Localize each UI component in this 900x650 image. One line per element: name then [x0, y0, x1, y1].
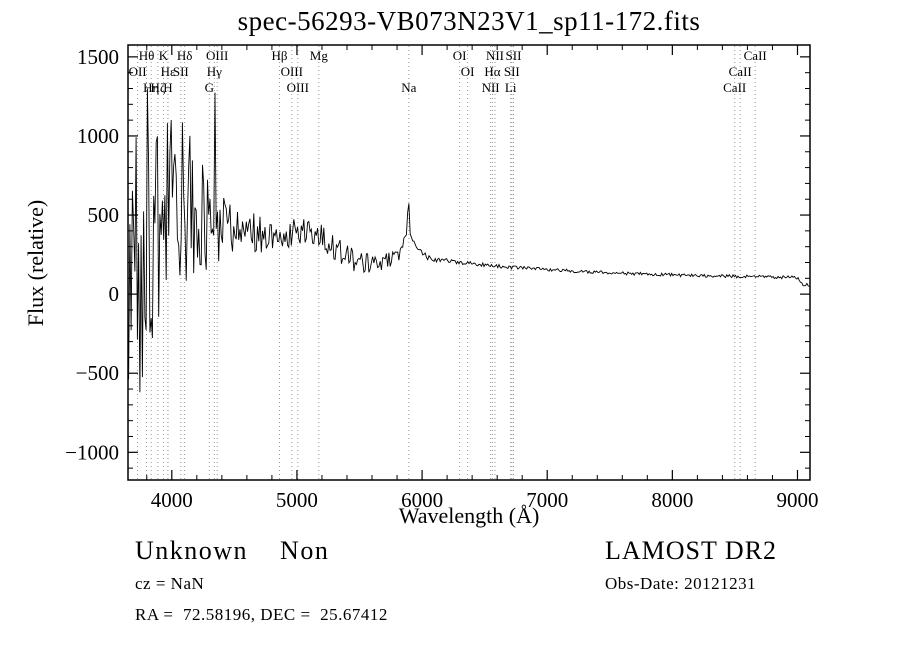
- x-tick-label: 8000: [651, 488, 693, 512]
- spectral-line-label: Hα: [484, 64, 500, 79]
- spectral-line-label: Hδ: [177, 48, 193, 63]
- plot-title: spec-56293-VB073N23V1_sp11-172.fits: [237, 6, 701, 36]
- x-tick-label: 9000: [776, 488, 818, 512]
- spectral-line-label: OII: [129, 64, 147, 79]
- y-tick-label: 0: [109, 282, 120, 306]
- spectral-line-label: OI: [453, 48, 467, 63]
- spectral-line-label: SII: [173, 64, 189, 79]
- classification-text: Unknown Non: [135, 536, 330, 565]
- y-tick-label: 500: [88, 203, 120, 227]
- spectral-line-label: CaII: [723, 80, 746, 95]
- y-tick-label: −500: [76, 361, 119, 385]
- spectral-line-markers: [137, 46, 756, 479]
- spectral-line-label: Hε: [161, 64, 176, 79]
- spectrum-trace: [128, 88, 810, 393]
- y-axis-label: Flux (relative): [23, 199, 48, 327]
- ra-dec-text: RA = 72.58196, DEC = 25.67412: [135, 605, 388, 624]
- spectral-line-label: OIII: [281, 64, 303, 79]
- spectral-line-label: OIII: [206, 48, 228, 63]
- x-tick-label: 6000: [401, 488, 443, 512]
- y-tick-label: 1000: [77, 124, 119, 148]
- spectral-line-label: Mg: [310, 48, 329, 63]
- spectral-line-label: Hθ: [139, 48, 155, 63]
- plot-frame: [127, 44, 811, 481]
- spectral-line-label: SII: [506, 48, 522, 63]
- spectral-line-label: Hη: [143, 80, 159, 95]
- cz-text: cz = NaN: [135, 574, 205, 593]
- x-axis-label: Wavelength (Å): [398, 503, 540, 528]
- x-tick-label: 4000: [151, 488, 193, 512]
- spectral-line-label: Hβ: [271, 48, 287, 63]
- spectral-line-label: H: [163, 80, 172, 95]
- spectral-line-label: CaII: [729, 64, 752, 79]
- spectral-line-label: NII: [482, 80, 500, 95]
- spectral-line-label: OI: [461, 64, 475, 79]
- spectral-line-label: SII: [504, 64, 520, 79]
- y-tick-label: 1500: [77, 45, 119, 69]
- spectral-line-label: Na: [401, 80, 416, 95]
- survey-text: LAMOST DR2: [605, 536, 778, 565]
- x-tick-label: 5000: [276, 488, 318, 512]
- spectral-line-label: Hγ: [207, 64, 222, 79]
- x-tick-label: 7000: [526, 488, 568, 512]
- spectral-line-label: Li: [505, 80, 517, 95]
- spectral-line-label: K: [159, 48, 169, 63]
- spectral-line-label: NII: [486, 48, 504, 63]
- axis-ticks: 4000 5000 6000 7000 8000 9000 −1000 −500 0 500 100…: [65, 45, 818, 512]
- spectral-line-label: G: [205, 80, 214, 95]
- spectral-line-label: CaII: [744, 48, 767, 63]
- y-tick-label: −1000: [65, 440, 119, 464]
- spectral-line-label: Hζ: [151, 80, 166, 95]
- spectral-line-label: OIII: [287, 80, 309, 95]
- obs-date-text: Obs-Date: 20121231: [605, 574, 757, 593]
